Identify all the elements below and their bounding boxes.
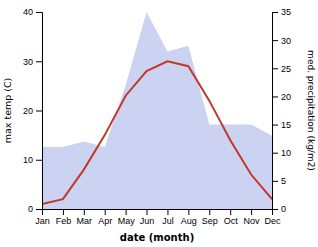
tick-mark — [36, 12, 42, 13]
tick-label: 30 — [281, 36, 291, 46]
tick-mark — [272, 153, 278, 154]
tick-label: 25 — [281, 64, 291, 74]
line — [42, 61, 272, 204]
axis-line — [273, 13, 279, 210]
tick-mark — [272, 181, 278, 182]
tick: Oct — [224, 209, 239, 226]
tick-label: 15 — [281, 120, 291, 130]
tick-label: May — [118, 216, 136, 226]
tick-label: Oct — [224, 216, 239, 226]
tick-mark — [36, 111, 42, 112]
tick-mark — [63, 209, 64, 215]
tick-mark — [36, 209, 42, 210]
tick-mark — [84, 209, 85, 215]
tick-mark — [230, 209, 231, 215]
tick: 0 — [28, 204, 42, 214]
tick-mark — [188, 209, 189, 215]
tick-mark — [272, 96, 278, 97]
tick-label: Sep — [202, 216, 218, 226]
y-axis-title: max temp (C) — [2, 78, 13, 144]
plot: JanFebMarAprMayJunJulAugSepOctNovDec0102… — [23, 7, 291, 226]
tick-label: Nov — [244, 216, 261, 226]
tick-mark — [36, 61, 42, 62]
tick-mark — [36, 160, 42, 161]
tick: 20 — [23, 106, 42, 116]
marks — [42, 12, 272, 209]
tick: 5 — [272, 176, 286, 186]
tick-label: 5 — [281, 176, 286, 186]
tick-label: 10 — [23, 155, 33, 165]
tick-mark — [272, 68, 278, 69]
tick: 35 — [272, 7, 291, 17]
chart: JanFebMarAprMayJunJulAugSepOctNovDec0102… — [0, 0, 318, 247]
tick: 25 — [272, 64, 291, 74]
tick-label: 35 — [281, 7, 291, 17]
tick: Dec — [264, 209, 281, 226]
tick-mark — [147, 209, 148, 215]
tick-label: Dec — [264, 216, 281, 226]
tick: 30 — [272, 36, 291, 46]
tick-label: Jun — [140, 216, 155, 226]
tick-mark — [272, 125, 278, 126]
tick: Sep — [202, 209, 218, 226]
tick-mark — [126, 209, 127, 215]
y2-axis: 0 5 10 15 20 25 30 35 — [272, 7, 291, 214]
tick: 10 — [272, 148, 291, 158]
tick: Apr — [98, 209, 112, 226]
axis-line — [36, 13, 43, 210]
y-axis: 0 10 20 30 40 — [23, 7, 43, 214]
tick-mark — [272, 12, 278, 13]
x-axis: Jan Feb Mar Apr May Jun Jul Aug Sep Oct NovDec — [35, 209, 281, 226]
tick: Aug — [181, 209, 197, 226]
tick-mark — [167, 209, 168, 215]
tick-label: Jan — [35, 216, 50, 226]
tick: May — [118, 209, 136, 226]
tick-label: Feb — [56, 216, 72, 226]
area — [42, 12, 272, 209]
tick: 10 — [23, 155, 42, 165]
tick: Mar — [77, 209, 93, 226]
tick: Jul — [162, 209, 174, 226]
tick-label: 0 — [28, 204, 33, 214]
tick-label: 10 — [281, 148, 291, 158]
tick: 15 — [272, 120, 291, 130]
tick-label: 20 — [23, 106, 33, 116]
tick-label: Jul — [162, 216, 174, 226]
tick-label: Aug — [181, 216, 197, 226]
x-axis-title: date (month) — [120, 232, 194, 243]
tick: Nov — [244, 209, 261, 226]
tick: 0 — [272, 204, 286, 214]
tick-mark — [209, 209, 210, 215]
tick-label: 0 — [281, 204, 286, 214]
y2-axis-title: med. precipitation (kg/m2) — [306, 50, 316, 171]
tick-label: 40 — [23, 7, 33, 17]
tick-mark — [251, 209, 252, 215]
axis-line — [43, 210, 273, 216]
tick: 20 — [272, 92, 291, 102]
tick-mark — [105, 209, 106, 215]
tick-mark — [272, 40, 278, 41]
tick-label: 20 — [281, 92, 291, 102]
tick-mark — [272, 209, 278, 210]
tick: Jun — [140, 209, 155, 226]
tick-label: Apr — [98, 216, 112, 226]
tick-label: Mar — [77, 216, 93, 226]
tick: 40 — [23, 7, 42, 17]
tick: Jan — [35, 209, 50, 226]
tick: Feb — [56, 209, 72, 226]
tick-label: 30 — [23, 57, 33, 67]
tick: 30 — [23, 57, 42, 67]
